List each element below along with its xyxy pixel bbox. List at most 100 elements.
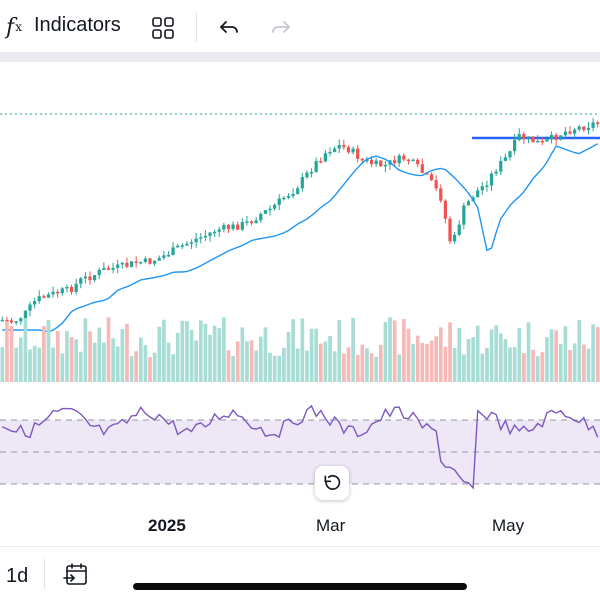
price-chart[interactable] (0, 62, 600, 544)
candle (9, 320, 14, 323)
volume-bar (42, 326, 46, 382)
candle (23, 310, 27, 319)
volume-bar (14, 347, 19, 382)
candle (383, 164, 387, 167)
volume-bar (462, 354, 466, 382)
volume-bar (568, 349, 572, 382)
candle (554, 134, 558, 140)
volume-bar (166, 342, 171, 382)
volume-bar (411, 343, 415, 382)
volume-bar (55, 330, 60, 382)
candle (111, 267, 115, 270)
candle (217, 229, 221, 232)
volume-bar (226, 350, 231, 382)
volume-bar (65, 331, 69, 382)
interval-button[interactable]: 1d (6, 565, 29, 587)
volume-bar (535, 356, 540, 382)
candle (199, 237, 203, 239)
volume-bar (83, 318, 88, 382)
volume-bar (231, 356, 235, 382)
candle (508, 151, 512, 158)
volume-bar (277, 355, 282, 382)
candle (69, 286, 74, 293)
volume-bar (235, 341, 240, 382)
volume-bar (295, 348, 300, 382)
candle (536, 140, 540, 143)
candle (226, 224, 231, 230)
layout-grid-icon[interactable] (148, 13, 178, 43)
volume-bar (254, 350, 259, 382)
volume-bar (143, 345, 148, 382)
volume-bar (369, 353, 374, 382)
candle (397, 155, 401, 164)
candle (180, 245, 184, 247)
candle (254, 220, 258, 224)
candle (277, 198, 281, 205)
candle (286, 196, 291, 198)
undo-icon[interactable] (214, 13, 244, 43)
candle (231, 224, 235, 230)
candle (457, 224, 461, 235)
candle (568, 131, 572, 134)
volume-bar (198, 320, 203, 382)
redo-icon[interactable] (266, 13, 296, 43)
volume-bar (46, 319, 51, 382)
volume-bar (554, 330, 559, 382)
volume-bar (383, 322, 388, 382)
reset-zoom-icon[interactable] (315, 466, 349, 500)
candle (559, 135, 563, 140)
volume-bar (512, 347, 517, 382)
candle (489, 173, 494, 186)
pane-separator-band (0, 52, 600, 62)
volume-bar (78, 351, 83, 382)
volume-bar (9, 325, 14, 382)
volume-bar (272, 355, 277, 382)
bottom-toolbar: 1d (0, 546, 600, 601)
candle (153, 260, 157, 264)
candle (577, 126, 581, 130)
volume-bar (531, 349, 535, 382)
volume-bar (129, 356, 134, 382)
volume-bar (591, 324, 595, 382)
candle (522, 133, 526, 139)
candle (33, 301, 37, 305)
candle (259, 213, 263, 221)
volume-bar (471, 337, 475, 382)
candle (208, 232, 212, 236)
calendar-goto-icon[interactable] (60, 559, 92, 591)
volume-bar (337, 320, 342, 382)
volume-bar (305, 350, 309, 382)
candle (37, 296, 41, 302)
bottom-separator (44, 559, 45, 589)
volume-bar (498, 333, 503, 382)
candle (240, 222, 244, 230)
volume-bar (420, 342, 425, 382)
candle (171, 247, 175, 255)
candle (106, 268, 111, 270)
candle (88, 276, 92, 281)
candle (120, 262, 124, 265)
volume-bar (115, 346, 120, 382)
volume-bar (355, 354, 360, 382)
volume-bar (517, 328, 522, 382)
x-axis-label-mar: Mar (316, 516, 346, 535)
candle (263, 210, 267, 214)
candle (429, 174, 434, 181)
candle (203, 235, 207, 238)
volume-bar (97, 327, 102, 382)
volume-bar (60, 353, 65, 382)
candle (305, 172, 309, 178)
candle (129, 261, 134, 267)
candle (296, 188, 300, 195)
candle (356, 148, 360, 159)
candle (189, 242, 194, 244)
volume-bar (212, 325, 217, 382)
candle (379, 160, 383, 167)
indicators-button[interactable]: Indicators (34, 14, 121, 36)
rsi-line (1, 404, 599, 490)
candle (540, 140, 544, 143)
candle (319, 161, 323, 163)
volume-bar (258, 336, 263, 382)
